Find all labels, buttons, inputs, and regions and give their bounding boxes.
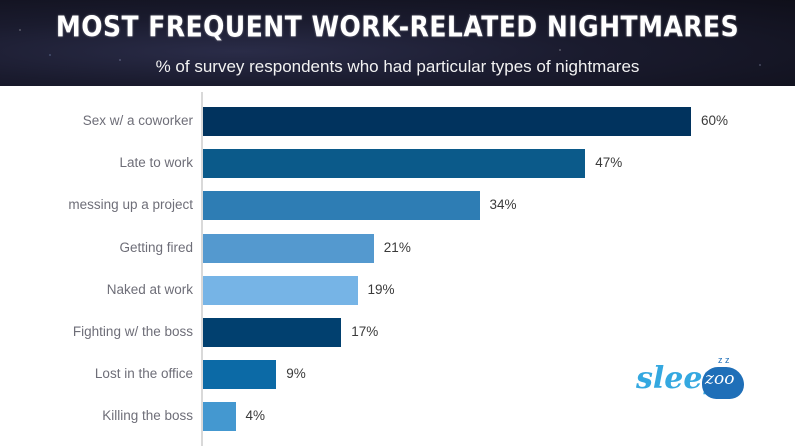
bar-row: messing up a project 34%	[0, 191, 795, 221]
starfield-background	[0, 0, 795, 86]
value-label: 21%	[383, 239, 411, 255]
chart-title: Most Frequent Work-Related Nightmares	[55, 9, 740, 44]
value-label: 34%	[489, 197, 517, 213]
zz-icon: z z	[718, 355, 730, 365]
cloud-icon	[702, 367, 744, 399]
bar-row: Sex w/ a coworker 60%	[0, 107, 795, 136]
category-label: messing up a project	[68, 197, 193, 213]
category-label: Lost in the office	[94, 366, 193, 382]
value-label: 60%	[701, 113, 729, 128]
category-label: Fighting w/ the boss	[72, 324, 193, 339]
chart-subtitle: % of survey respondents who had particul…	[155, 57, 640, 76]
bar	[203, 149, 586, 179]
bar	[203, 107, 691, 136]
bar	[203, 402, 236, 432]
bar-row: Fighting w/ the boss 17%	[0, 318, 795, 347]
y-axis-line	[201, 92, 203, 446]
bar-row: Late to work 47%	[0, 149, 795, 179]
bar	[203, 318, 342, 347]
bar	[203, 233, 374, 263]
value-label: 4%	[245, 408, 266, 424]
bar-row: Killing the boss 4%	[0, 402, 795, 432]
category-label: Killing the boss	[102, 408, 193, 424]
bar-row: Naked at work 19%	[0, 275, 795, 305]
logo-text-zoo: zoo	[705, 369, 735, 389]
bar-row: Getting fired 21%	[0, 233, 795, 263]
bar-row: Lost in the office 9%	[0, 360, 795, 390]
value-label: 17%	[351, 324, 379, 339]
category-label: Naked at work	[106, 281, 193, 297]
value-label: 47%	[595, 155, 623, 171]
sleepzoo-logo: sleep z z zoo	[632, 355, 762, 415]
value-label: 19%	[367, 281, 395, 297]
bar	[203, 191, 480, 221]
category-label: Sex w/ a coworker	[82, 113, 193, 128]
bar	[203, 275, 358, 305]
category-label: Getting fired	[119, 239, 193, 255]
category-label: Late to work	[119, 155, 193, 171]
bar	[203, 360, 277, 390]
value-label: 9%	[286, 366, 306, 382]
chart-header: Most Frequent Work-Related Nightmares % …	[0, 0, 795, 86]
